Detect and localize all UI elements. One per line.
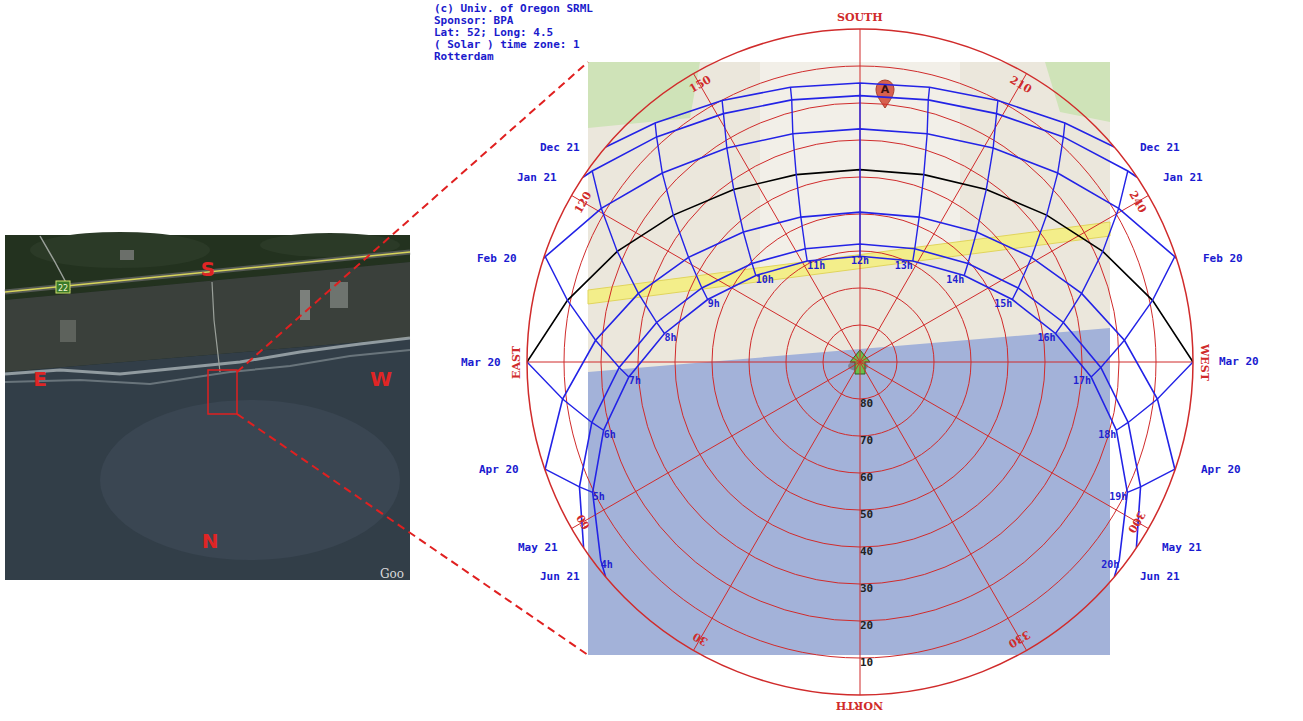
svg-text:Jan 21: Jan 21 [517, 171, 557, 184]
html-text:( Solar ) time zone: 1: ( Solar ) time zone: 1 [434, 38, 580, 51]
svg-text:13h: 13h [895, 260, 913, 271]
svg-text:16h: 16h [1037, 332, 1055, 343]
svg-text:Feb 20: Feb 20 [477, 252, 517, 265]
svg-text:May 21: May 21 [518, 541, 558, 554]
svg-text:19h: 19h [1109, 491, 1127, 502]
svg-text:Jan 21: Jan 21 [1163, 171, 1203, 184]
svg-text:E: E [33, 367, 47, 391]
svg-text:Dec 21: Dec 21 [1140, 141, 1180, 154]
svg-text:10: 10 [860, 656, 873, 669]
svg-text:Apr 20: Apr 20 [1201, 463, 1241, 476]
svg-text:Mar 20: Mar 20 [461, 356, 501, 369]
svg-text:12h: 12h [851, 255, 869, 266]
svg-text:15h: 15h [994, 298, 1012, 309]
html-text:Rotterdam: Rotterdam [434, 50, 494, 63]
svg-text:210: 210 [1007, 73, 1034, 96]
html-text:Lat: 52; Long: 4.5: Lat: 52; Long: 4.5 [434, 26, 554, 39]
svg-text:300: 300 [1125, 509, 1148, 536]
svg-text:Mar 20: Mar 20 [1219, 355, 1259, 368]
svg-text:Feb 20: Feb 20 [1203, 252, 1243, 265]
svg-text:Goo: Goo [380, 567, 404, 581]
svg-text:20: 20 [860, 619, 873, 632]
svg-text:10h: 10h [756, 274, 774, 285]
svg-text:W: W [370, 367, 392, 391]
svg-text:EAST: EAST [510, 345, 523, 379]
svg-text:60: 60 [860, 471, 873, 484]
svg-text:50: 50 [860, 508, 873, 521]
svg-text:WEST: WEST [1198, 343, 1211, 382]
svg-text:14h: 14h [946, 274, 964, 285]
svg-text:7h: 7h [629, 375, 641, 386]
svg-text:5h: 5h [593, 491, 605, 502]
svg-text:S: S [201, 257, 215, 281]
svg-text:6h: 6h [604, 429, 616, 440]
svg-text:17h: 17h [1073, 375, 1091, 386]
svg-text:A: A [881, 83, 890, 96]
svg-text:120: 120 [572, 189, 595, 216]
svg-text:60: 60 [574, 512, 593, 532]
svg-text:May 21: May 21 [1162, 541, 1202, 554]
svg-text:30: 30 [860, 582, 873, 595]
svg-text:SOUTH: SOUTH [837, 11, 883, 24]
svg-text:N: N [202, 529, 219, 553]
svg-text:22: 22 [58, 284, 68, 293]
svg-text:80: 80 [860, 397, 873, 410]
svg-text:9h: 9h [708, 298, 720, 309]
svg-text:Apr 20: Apr 20 [479, 463, 519, 476]
svg-text:20h: 20h [1101, 559, 1119, 570]
svg-text:Jun 21: Jun 21 [1140, 570, 1180, 583]
svg-text:NORTH: NORTH [836, 699, 883, 712]
svg-text:330: 330 [1006, 628, 1033, 651]
svg-text:70: 70 [860, 434, 873, 447]
html-text:Sponsor: BPA: Sponsor: BPA [434, 14, 514, 27]
svg-text:11h: 11h [807, 260, 825, 271]
svg-text:150: 150 [687, 73, 714, 96]
svg-text:Jun 21: Jun 21 [540, 570, 580, 583]
svg-text:4h: 4h [601, 559, 613, 570]
svg-text:240: 240 [1126, 189, 1149, 216]
svg-text:30: 30 [690, 629, 710, 648]
svg-text:8h: 8h [664, 332, 676, 343]
svg-text:Dec 21: Dec 21 [540, 141, 580, 154]
svg-text:18h: 18h [1098, 429, 1116, 440]
html-text:(c) Univ. of Oregon SRML: (c) Univ. of Oregon SRML [434, 2, 593, 15]
svg-text:40: 40 [860, 545, 873, 558]
